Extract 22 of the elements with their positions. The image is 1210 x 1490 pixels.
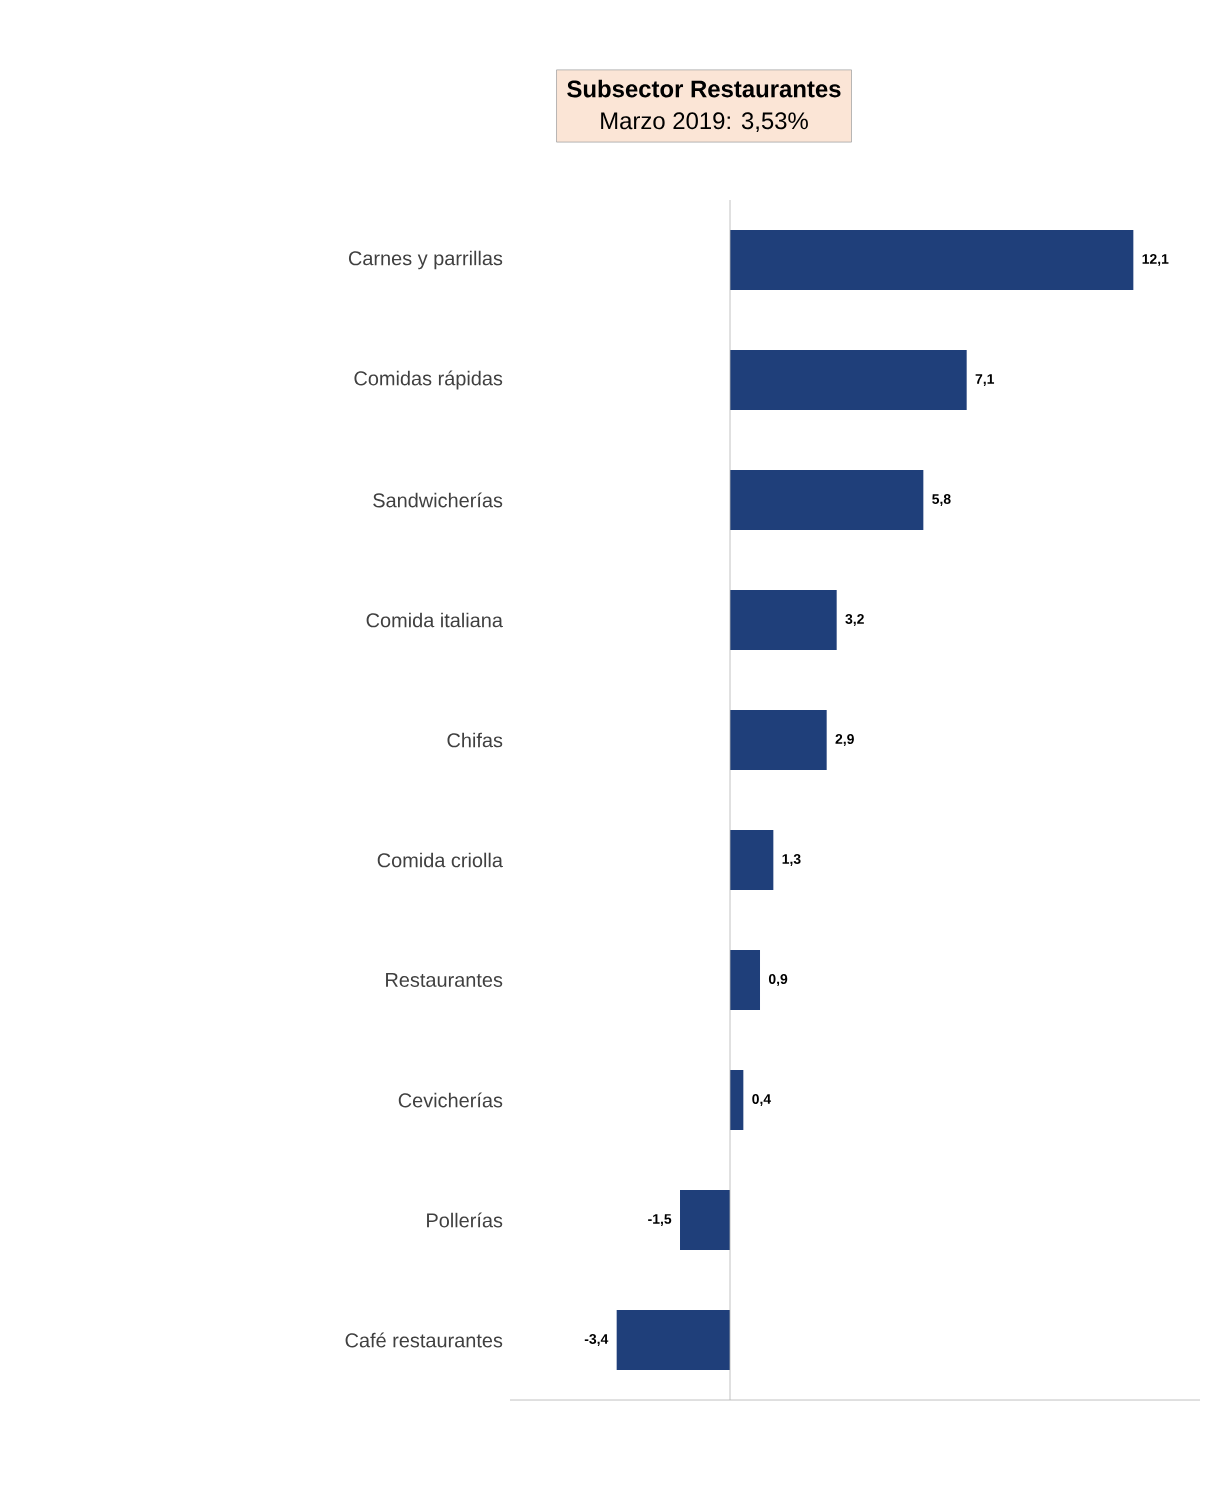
bar <box>730 230 1134 290</box>
y-tick-label: Pollerías <box>427 1212 503 1228</box>
y-tick-label: Cevicherías <box>398 1092 503 1108</box>
bar <box>730 1070 744 1131</box>
y-tick-label: Carnes y parrillas <box>348 250 503 270</box>
chart-subtitle: Marzo 2019: 3,53% <box>601 112 808 133</box>
bar <box>730 950 761 1011</box>
chart-title: Subsector Restaurantes <box>567 79 841 98</box>
bar <box>730 590 837 651</box>
bar <box>616 1310 731 1371</box>
y-tick-label: Café restaurantes <box>345 1332 503 1348</box>
y-tick-label: Comida italiana <box>366 612 503 628</box>
y-tick-label: Sandwicherías <box>373 492 503 508</box>
bar <box>680 1190 731 1251</box>
bar <box>730 350 967 411</box>
bar <box>730 710 827 771</box>
bar <box>730 470 924 531</box>
bar <box>730 830 774 891</box>
y-tick-label: Restaurantes <box>386 973 503 987</box>
y-tick-label: Comidas rápidas <box>354 370 503 390</box>
y-tick-label: Comida criolla <box>377 852 503 868</box>
y-tick-label: Chifas <box>447 732 503 748</box>
